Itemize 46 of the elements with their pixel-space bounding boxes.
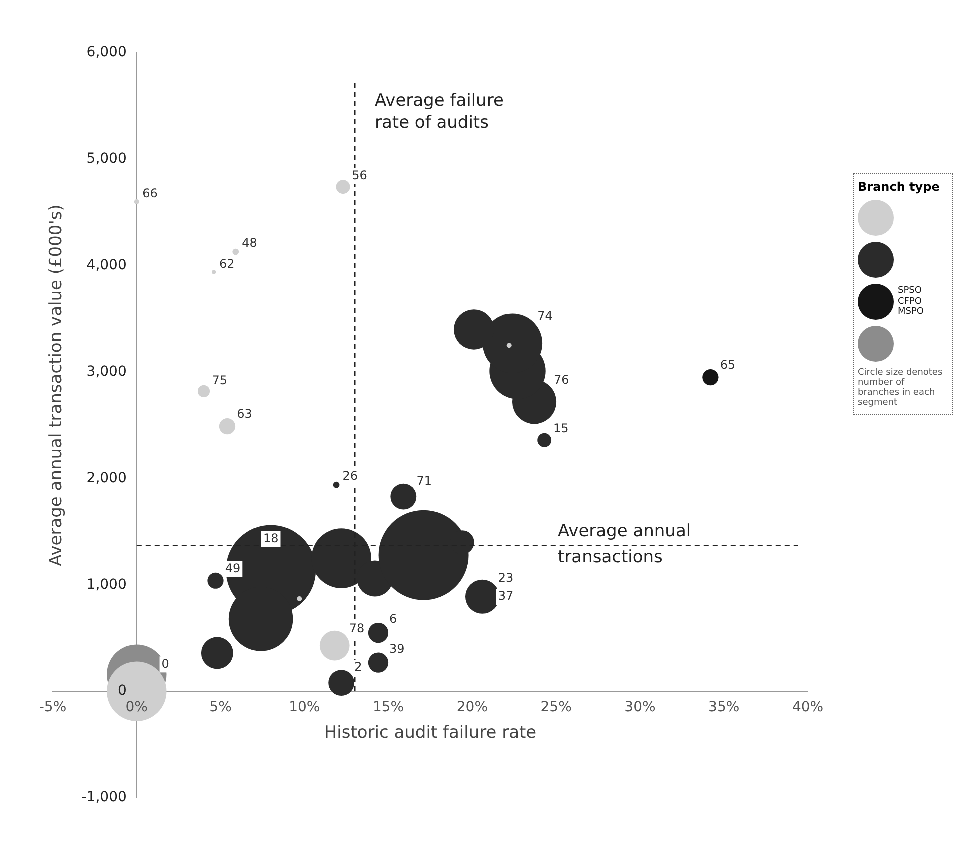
y-tick-label: 5,000 (86, 151, 127, 168)
annotation: 23 (498, 571, 514, 586)
x-tick-label: 35% (708, 700, 740, 716)
y-tick-label: 0 (118, 683, 127, 700)
x-tick-label: 15% (372, 700, 404, 716)
annotation: 48 (242, 236, 258, 250)
x-tick-label: 0% (126, 700, 148, 716)
x-tick-label: 20% (456, 700, 488, 716)
y-tick-label: -1,000 (82, 790, 127, 806)
ref-line-label: Average annual transactions (558, 522, 692, 568)
annotation: 76 (554, 372, 570, 387)
y-axis-title: Average annual transaction value (£000's) (46, 204, 66, 566)
x-tick-label: 40% (792, 700, 824, 716)
y-tick-label: 3,000 (86, 364, 127, 380)
annotation: 74 (538, 308, 553, 323)
annotation: 15 (553, 422, 569, 436)
y-tick-label: 6,000 (86, 44, 127, 61)
x-tick-label: 25% (540, 700, 572, 716)
x-tick-label: -5% (39, 700, 67, 716)
annotation: 62 (219, 256, 235, 271)
text: SPSO CFPO MSPO (898, 286, 925, 318)
y-tick-label: 4,000 (86, 258, 127, 274)
annotation: 71 (416, 474, 432, 488)
y-tick-label: 1,000 (86, 576, 127, 593)
annotation: 0 (162, 656, 170, 671)
text: Circle size denotes number of branches in each segment (858, 368, 944, 408)
x-tick-label: 30% (624, 700, 656, 716)
annotation: 49 (225, 561, 241, 576)
annotation: 37 (498, 589, 514, 604)
annotation: 65 (720, 358, 736, 372)
annotation: 66 (142, 186, 158, 200)
annotation: 18 (263, 531, 279, 546)
annotation: 2 (354, 660, 362, 674)
annotation: 78 (349, 621, 365, 636)
x-axis-title: Historic audit failure rate (324, 722, 537, 743)
x-tick-label: 10% (289, 700, 320, 716)
annotation: 75 (212, 373, 228, 388)
annotation: 26 (342, 469, 358, 483)
annotation: 6 (390, 612, 398, 626)
annotation: 63 (237, 407, 252, 422)
legend-title: Branch type (858, 180, 941, 194)
annotation: 39 (390, 642, 405, 656)
y-tick-label: 2,000 (86, 470, 127, 486)
x-tick-label: 5% (210, 700, 232, 716)
ref-line-label: Average failure rate of audits (375, 90, 504, 133)
annotation: 56 (352, 168, 368, 182)
